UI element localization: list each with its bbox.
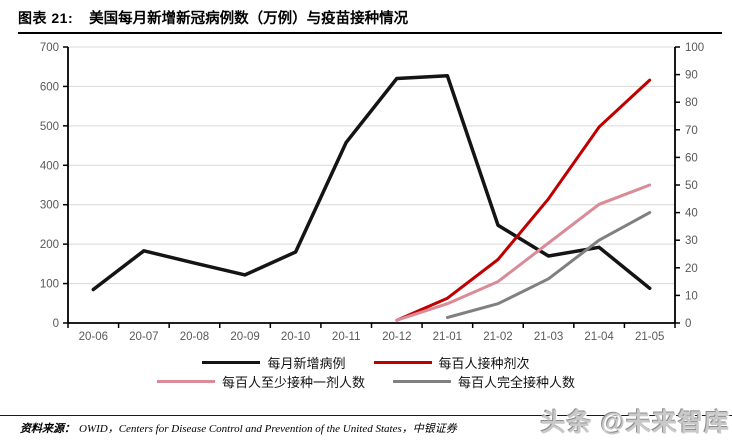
series-line-1 (395, 78, 652, 322)
x-axis-label: 20-06 (79, 331, 108, 343)
figure-title: 美国每月新增新冠病例数（万例）与疫苗接种情况 (89, 11, 409, 27)
figure-header: 图表 21: 美国每月新增新冠病例数（万例）与疫苗接种情况 (18, 7, 724, 28)
left-axis-label: 200 (40, 239, 59, 251)
x-axis-label: 20-08 (180, 331, 209, 343)
legend-item-fully-vaccinated: 每百人完全接种人数 (393, 372, 575, 391)
series-line-2 (395, 183, 652, 322)
watermark: 头条 @未来智库 (540, 409, 730, 437)
header-divider (18, 32, 722, 34)
right-axis-label: 40 (685, 208, 698, 220)
x-axis-label: 21-03 (534, 331, 563, 343)
legend-item-at-least-one-dose: 每百人至少接种一剂人数 (156, 372, 365, 391)
left-axis-label: 300 (40, 200, 59, 212)
legend-row-1: 每月新增病例 每百人接种剂次 (0, 353, 732, 372)
x-axis-label: 21-04 (584, 331, 614, 343)
right-axis-label: 60 (685, 152, 698, 164)
x-axis-label: 21-01 (433, 331, 462, 343)
right-axis-label: 80 (685, 97, 698, 109)
source-label: 资料来源： (20, 423, 75, 435)
right-axis-label: 20 (685, 263, 698, 275)
series-line-3 (445, 211, 652, 319)
left-axis-label: 600 (40, 81, 59, 93)
legend-line-pink (156, 380, 215, 383)
legend-label: 每百人至少接种一剂人数 (221, 375, 365, 390)
left-axis-label: 0 (53, 318, 59, 330)
legend-row-2: 每百人至少接种一剂人数 每百人完全接种人数 (0, 372, 732, 391)
source-text: OWID，Centers for Disease Control and Pre… (79, 423, 457, 435)
chart-canvas: 0 100 200 300 400 500 600 700 0 10 20 30 40 50 60 70 80 9… (40, 42, 704, 343)
legend-line-gray (393, 380, 451, 383)
x-axis-label: 20-11 (332, 331, 361, 343)
left-axis-label: 400 (40, 160, 59, 172)
x-axis-label: 21-05 (635, 331, 664, 343)
source-note: 资料来源： OWID，Centers for Disease Control an… (20, 420, 457, 436)
x-axis-label: 20-07 (129, 331, 158, 343)
right-axis-label: 10 (685, 290, 698, 302)
legend-item-doses-per-100: 每百人接种剂次 (373, 353, 530, 372)
right-axis-label: 0 (685, 318, 691, 330)
figure-number: 图表 21: (18, 10, 74, 26)
right-axis-label: 70 (685, 125, 698, 137)
left-axis-label: 100 (40, 279, 59, 291)
right-axis-label: 50 (685, 180, 698, 192)
chart-area: 0 100 200 300 400 500 600 700 0 10 20 30 40 50 60 70 80 9… (0, 38, 732, 348)
x-axis-label: 21-02 (483, 331, 512, 343)
footer-divider (0, 415, 732, 416)
left-axis-label: 700 (40, 42, 59, 54)
legend-label: 每百人接种剂次 (438, 356, 530, 371)
legend-item-monthly-new-cases: 每月新增病例 (202, 353, 346, 372)
legend-label: 每月新增病例 (267, 356, 346, 371)
right-axis-label: 30 (685, 235, 698, 247)
legend-line-red (373, 361, 432, 364)
chart-legend: 每月新增病例 每百人接种剂次 每百人至少接种一剂人数 每百人完全接种人数 (0, 353, 732, 391)
x-axis-label: 20-09 (230, 331, 259, 343)
x-axis-label: 20-12 (382, 331, 411, 343)
right-axis-label: 90 (685, 70, 698, 82)
x-axis-label: 20-10 (281, 331, 310, 343)
legend-label: 每百人完全接种人数 (458, 375, 576, 390)
series-line-0 (91, 74, 652, 292)
legend-line-black (202, 361, 261, 364)
right-axis-label: 100 (685, 42, 704, 54)
left-axis-label: 500 (40, 121, 59, 133)
